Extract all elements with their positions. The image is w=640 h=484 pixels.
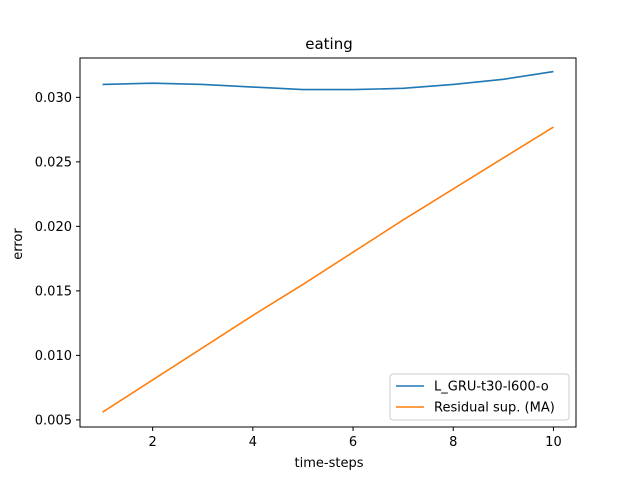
- x-tick-label: 4: [249, 435, 257, 450]
- chart-title: eating: [305, 35, 353, 53]
- x-tick-label: 10: [545, 435, 562, 450]
- series-lines: [102, 70, 554, 413]
- y-tick-label: 0.015: [35, 284, 72, 299]
- y-tick-label: 0.025: [35, 155, 72, 170]
- x-axis-ticks: 2 4 6 8 10: [149, 427, 562, 450]
- y-tick-label: 0.020: [35, 220, 72, 235]
- y-axis-label: error: [11, 228, 26, 260]
- y-tick-label: 0.030: [35, 91, 72, 106]
- legend-label: L_GRU-t30-l600-o: [434, 380, 549, 395]
- y-tick-label: 0.005: [35, 413, 72, 428]
- y-tick-label: 0.010: [35, 349, 72, 364]
- x-tick-label: 6: [349, 435, 357, 450]
- legend-label: Residual sup. (MA): [434, 401, 555, 416]
- x-tick-label: 2: [149, 435, 157, 450]
- y-axis-ticks: 0.005 0.010 0.015 0.020 0.025 0.030: [35, 91, 80, 428]
- legend: L_GRU-t30-l600-o Residual sup. (MA): [389, 373, 570, 421]
- x-axis-label: time-steps: [295, 456, 364, 471]
- x-tick-label: 8: [449, 435, 457, 450]
- plot-frame: [79, 57, 577, 428]
- series-line-1: [102, 70, 554, 91]
- legend-box: [389, 373, 570, 421]
- series-line-2: [102, 126, 554, 413]
